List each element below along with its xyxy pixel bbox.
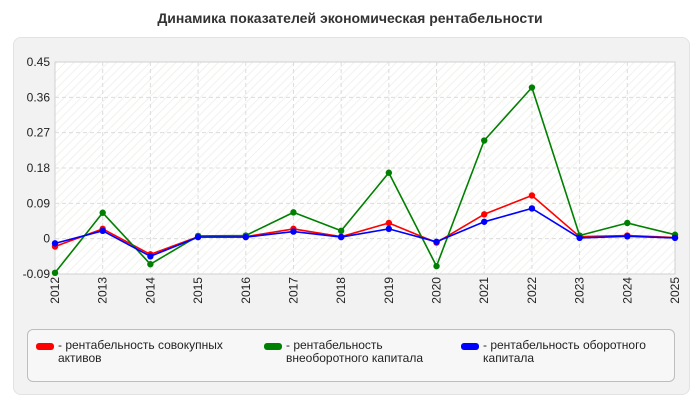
series-line-1 bbox=[54, 86, 676, 274]
series-2-point[interactable] bbox=[337, 233, 345, 241]
y-tick-label: 0.36 bbox=[27, 90, 51, 104]
legend: - рентабельность совокупных активов - ре… bbox=[27, 329, 675, 382]
x-axis-ticks: 2012 2013 2014 2015 2016 2017 2018 2019 2020 2021… bbox=[48, 277, 682, 304]
series-2-point[interactable] bbox=[194, 233, 202, 241]
x-tick-label: 2015 bbox=[191, 277, 205, 304]
series-1-point[interactable] bbox=[385, 169, 393, 176]
legend-label: - рентабельность внеоборотного капитала bbox=[286, 338, 423, 365]
series-0-point[interactable] bbox=[481, 211, 488, 218]
x-tick-label: 2013 bbox=[96, 277, 110, 304]
series-1-point[interactable] bbox=[528, 84, 536, 91]
x-tick-label: 2023 bbox=[573, 277, 587, 304]
x-tick-label: 2012 bbox=[48, 277, 62, 304]
series-1-point[interactable] bbox=[99, 209, 106, 216]
x-tick-label: 2019 bbox=[382, 277, 396, 304]
legend-label: - рентабельность совокупных активов bbox=[58, 338, 223, 365]
series-2-point[interactable] bbox=[481, 218, 488, 225]
series-2-point[interactable] bbox=[528, 205, 536, 212]
x-tick-label: 2025 bbox=[668, 277, 682, 304]
series-2-point[interactable] bbox=[385, 225, 393, 233]
series-0-point[interactable] bbox=[385, 219, 393, 227]
series-2-point[interactable] bbox=[671, 234, 679, 242]
y-tick-label: 0.18 bbox=[27, 161, 51, 175]
series-1-point[interactable] bbox=[290, 209, 297, 216]
series-2-point[interactable] bbox=[624, 233, 631, 240]
series-2-point[interactable] bbox=[147, 253, 154, 260]
x-tick-label: 2016 bbox=[239, 277, 253, 304]
x-tick-label: 2021 bbox=[477, 277, 491, 304]
series-line-0 bbox=[54, 194, 676, 256]
series-2-point[interactable] bbox=[51, 240, 59, 247]
chart-title: Динамика показателей экономическая рента… bbox=[157, 10, 543, 26]
y-tick-label: 0.27 bbox=[27, 126, 51, 140]
legend-label: - рентабельность оборотного капитала bbox=[483, 338, 646, 365]
legend-swatch-red bbox=[36, 343, 54, 350]
y-axis-ticks: 0.45 0.36 0.27 0.18 0.09 0 -0.09 bbox=[23, 55, 51, 281]
y-tick-label: -0.09 bbox=[23, 267, 51, 281]
chart-plot: 0.450.360.270.180.090-0.09 2012 2013 2014 2… bbox=[23, 55, 682, 304]
series-2-point[interactable] bbox=[242, 233, 249, 241]
series-2-point[interactable] bbox=[576, 234, 583, 242]
series-2-point[interactable] bbox=[99, 227, 106, 235]
series-1-point[interactable] bbox=[337, 227, 345, 235]
y-tick-label: 0.09 bbox=[27, 196, 51, 210]
series-1-point[interactable] bbox=[624, 219, 631, 227]
x-tick-label: 2022 bbox=[525, 277, 539, 304]
series-0-point[interactable] bbox=[528, 192, 536, 199]
series-1-point[interactable] bbox=[51, 269, 59, 277]
y-tick-label: 0.45 bbox=[27, 55, 51, 69]
legend-swatch-green bbox=[264, 343, 282, 350]
series-2-point[interactable] bbox=[290, 228, 297, 235]
x-tick-label: 2014 bbox=[143, 277, 157, 304]
legend-swatch-blue bbox=[461, 343, 479, 350]
series-1-point[interactable] bbox=[147, 260, 154, 268]
series-line-2 bbox=[54, 207, 676, 258]
x-tick-label: 2020 bbox=[430, 277, 444, 304]
series-2-point[interactable] bbox=[433, 238, 440, 246]
series-1-point[interactable] bbox=[481, 137, 488, 144]
y-tick-label: 0 bbox=[43, 232, 50, 246]
series-1-point[interactable] bbox=[433, 262, 440, 270]
x-tick-label: 2017 bbox=[286, 277, 300, 304]
series-layer bbox=[51, 84, 679, 277]
x-tick-label: 2024 bbox=[620, 277, 634, 304]
x-tick-label: 2018 bbox=[334, 277, 348, 304]
